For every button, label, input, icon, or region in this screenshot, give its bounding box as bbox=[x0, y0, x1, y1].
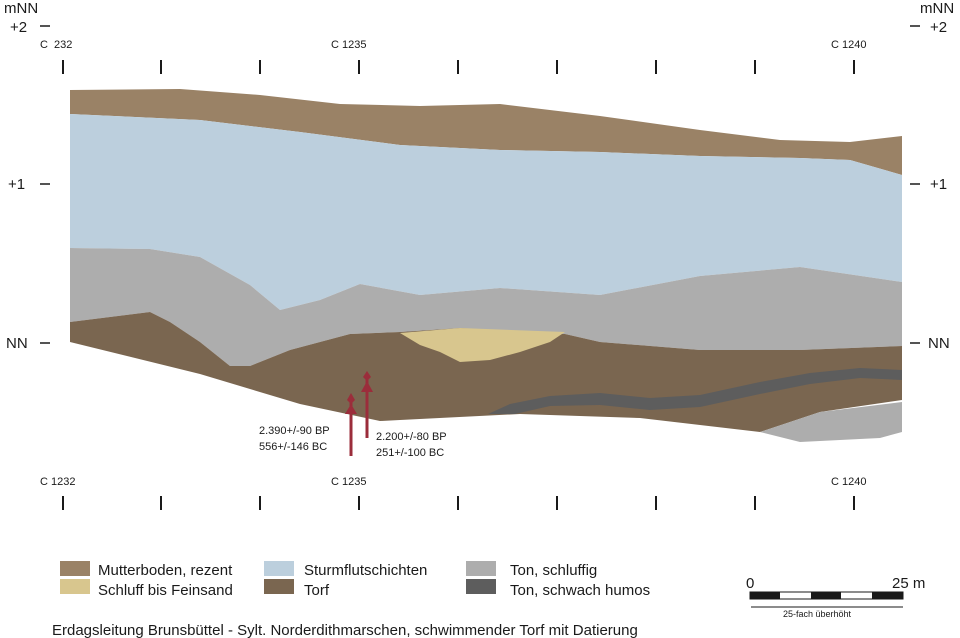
legend-swatch-schluff bbox=[60, 579, 90, 594]
figure-caption: Erdagsleitung Brunsbüttel - Sylt. Norder… bbox=[52, 622, 638, 638]
scale-note: 25-fach überhöht bbox=[783, 609, 852, 619]
elev-label-right-plus1: +1 bbox=[930, 176, 947, 193]
unit-label-left: mNN bbox=[4, 0, 38, 17]
scale-label-start: 0 bbox=[746, 575, 754, 592]
legend-label-schluff: Schluff bis Feinsand bbox=[98, 582, 233, 599]
dating-marker-1 bbox=[345, 393, 357, 456]
elev-label-right-plus2: +2 bbox=[930, 19, 947, 36]
layer-ton-schluffig-lower bbox=[760, 402, 902, 442]
layer-ton-schluffig-upper bbox=[70, 248, 902, 366]
station-ticks-bottom bbox=[62, 496, 855, 510]
station-label-top: C 1240 bbox=[831, 39, 866, 51]
legend-swatch-ton-schluffig bbox=[466, 561, 496, 576]
unit-label-right: mNN bbox=[920, 0, 954, 17]
layer-mutterboden bbox=[70, 89, 902, 175]
layer-sturmflutschichten bbox=[70, 114, 902, 310]
scale-label-end: 25 m bbox=[892, 575, 925, 592]
legend: Mutterboden, rezent Schluff bis Feinsand… bbox=[60, 561, 650, 599]
layer-ton-humos bbox=[488, 368, 902, 414]
layer-schluff-feinsand bbox=[400, 328, 565, 362]
legend-label-sturmflut: Sturmflutschichten bbox=[304, 562, 427, 579]
legend-label-ton-schluffig: Ton, schluffig bbox=[510, 562, 597, 579]
legend-label-mutterboden: Mutterboden, rezent bbox=[98, 562, 233, 579]
scale-bar: 0 25 m 25-fach überhöht bbox=[746, 575, 925, 619]
legend-label-torf: Torf bbox=[304, 582, 330, 599]
station-label-bottom: C 1235 bbox=[331, 476, 366, 488]
elev-label-left-plus1: +1 bbox=[8, 176, 25, 193]
elev-label-left-plus2: +2 bbox=[10, 19, 27, 36]
dating-marker-2 bbox=[361, 371, 373, 438]
station-label-bottom: C 1240 bbox=[831, 476, 866, 488]
station-label-top: C 232 bbox=[40, 39, 72, 51]
elev-label-left-nn: NN bbox=[6, 335, 28, 352]
dating-label-2-bc: 251+/-100 BC bbox=[376, 447, 444, 459]
legend-swatch-sturmflut bbox=[264, 561, 294, 576]
legend-label-ton-humos: Ton, schwach humos bbox=[510, 582, 650, 599]
legend-swatch-torf bbox=[264, 579, 294, 594]
legend-swatch-ton-humos bbox=[466, 579, 496, 594]
station-ticks-top bbox=[62, 60, 855, 74]
station-label-top: C 1235 bbox=[331, 39, 366, 51]
station-label-bottom: C 1232 bbox=[40, 476, 75, 488]
dating-label-1-bc: 556+/-146 BC bbox=[259, 441, 327, 453]
legend-swatch-mutterboden bbox=[60, 561, 90, 576]
dating-label-1-bp: 2.390+/-90 BP bbox=[259, 425, 330, 437]
elev-label-right-nn: NN bbox=[928, 335, 950, 352]
dating-label-2-bp: 2.200+/-80 BP bbox=[376, 431, 447, 443]
